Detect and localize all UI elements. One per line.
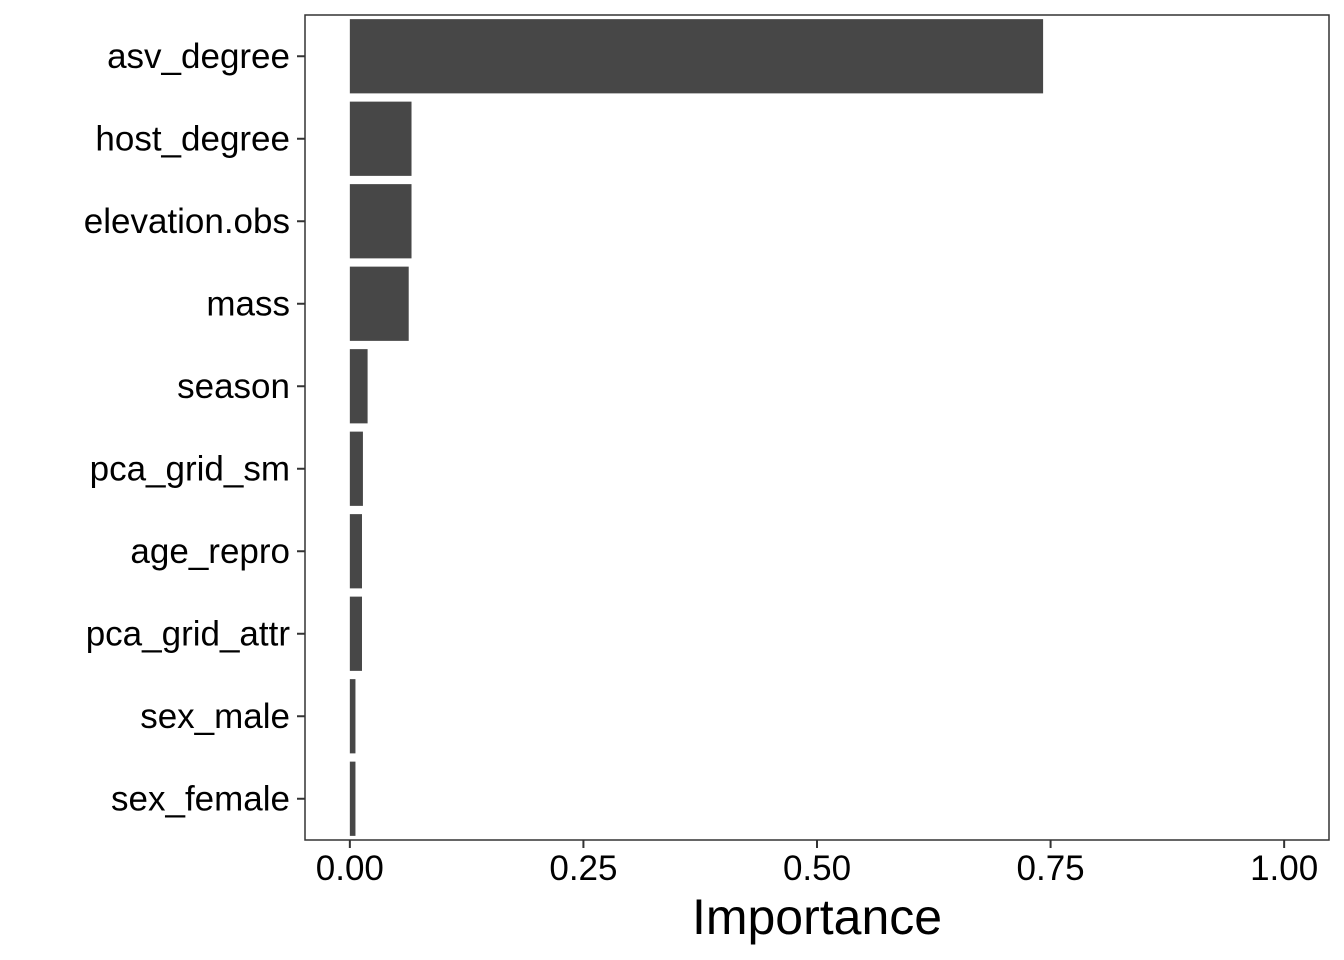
bar-sex-male — [349, 679, 356, 754]
y-tick-label: pca_grid_sm — [90, 449, 290, 488]
bar-pca-grid-sm — [349, 431, 363, 506]
x-tick-label: 1.00 — [1250, 849, 1318, 888]
x-axis: 0.00 0.25 0.50 0.75 1.00 — [316, 840, 1318, 888]
x-axis-title: Importance — [692, 889, 942, 945]
bar-pca-grid-attr — [349, 596, 362, 671]
y-tick-label: sex_female — [111, 779, 290, 818]
x-tick-label: 0.00 — [316, 849, 384, 888]
y-tick-label: pca_grid_attr — [86, 614, 291, 653]
y-tick-label: season — [177, 367, 290, 406]
bar-host-degree — [349, 101, 412, 176]
y-tick-label: sex_male — [140, 697, 290, 736]
x-tick-label: 0.25 — [549, 849, 617, 888]
bars-layer — [349, 19, 1044, 836]
bar-age-repro — [349, 514, 362, 589]
plot-panel-border — [304, 14, 1330, 841]
y-tick-label: age_repro — [130, 532, 290, 571]
y-tick-label: host_degree — [95, 119, 290, 158]
y-tick-label: mass — [206, 284, 290, 323]
y-axis: asv_degree host_degree elevation.obs mass se… — [84, 37, 305, 818]
y-tick-label: elevation.obs — [84, 202, 290, 241]
x-tick-label: 0.75 — [1017, 849, 1085, 888]
bar-elevation-obs — [349, 184, 412, 259]
bar-season — [349, 349, 368, 424]
x-tick-label: 0.50 — [783, 849, 851, 888]
bar-sex-female — [349, 761, 356, 836]
bar-mass — [349, 266, 409, 341]
bar-asv-degree — [349, 19, 1044, 94]
y-tick-label: asv_degree — [107, 37, 290, 76]
